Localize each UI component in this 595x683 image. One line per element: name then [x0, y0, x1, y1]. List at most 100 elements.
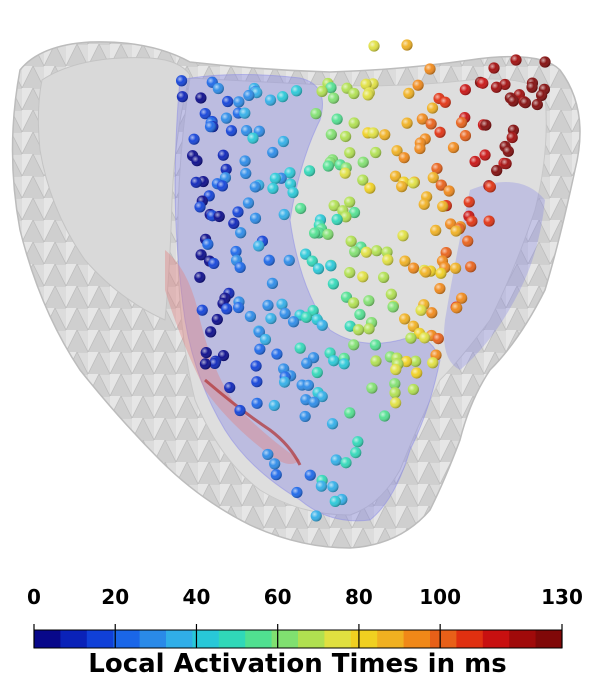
colorbar-segment — [324, 630, 352, 648]
activation-point — [370, 355, 382, 367]
activation-point — [325, 260, 337, 272]
activation-point — [451, 302, 463, 314]
activation-point — [232, 206, 244, 218]
activation-point — [220, 112, 233, 124]
colorbar-tick-label: 0 — [27, 585, 41, 609]
activation-point — [348, 87, 360, 100]
activation-point — [211, 313, 223, 326]
activation-point — [397, 230, 409, 242]
activation-point — [526, 81, 538, 93]
activation-point — [253, 240, 265, 252]
heart-mesh-render — [11, 39, 581, 549]
activation-point — [233, 96, 245, 108]
activation-point — [328, 200, 340, 212]
activation-point — [344, 147, 356, 159]
activation-point — [385, 288, 397, 300]
activation-point — [510, 54, 522, 66]
activation-point — [435, 267, 447, 279]
activation-point — [190, 176, 202, 188]
activation-point — [344, 196, 356, 208]
activation-point — [291, 486, 303, 499]
activation-point — [363, 295, 375, 307]
activation-point — [405, 332, 417, 344]
activation-point — [287, 186, 299, 199]
activation-point — [426, 307, 438, 319]
activation-point — [350, 447, 362, 459]
activation-point — [399, 313, 411, 325]
activation-point — [499, 78, 511, 91]
activation-point — [327, 278, 339, 290]
activation-point — [354, 308, 366, 321]
activation-point — [490, 81, 503, 93]
activation-point — [309, 227, 321, 239]
activation-point — [348, 206, 361, 219]
activation-point — [216, 180, 229, 192]
activation-point — [249, 212, 262, 224]
left-chamber-surface — [37, 57, 191, 321]
activation-point — [407, 262, 420, 274]
activation-point — [378, 271, 390, 283]
activation-point — [462, 235, 474, 247]
activation-point — [230, 245, 242, 258]
colorbar-segment — [166, 630, 193, 648]
activation-point — [311, 366, 323, 379]
activation-point — [389, 378, 401, 390]
activation-point — [439, 96, 451, 108]
activation-point — [235, 227, 247, 239]
activation-point — [264, 94, 277, 106]
activation-point — [240, 124, 253, 137]
activation-point — [507, 95, 519, 107]
activation-point — [331, 113, 343, 125]
activation-point — [371, 245, 383, 257]
activation-point — [316, 390, 328, 403]
activation-point — [348, 117, 360, 129]
activation-point — [488, 62, 500, 74]
colorbar-segment — [298, 630, 325, 648]
activation-point — [232, 301, 245, 314]
activation-point — [316, 85, 328, 97]
scar-overlay-region — [165, 250, 300, 464]
activation-point — [251, 397, 263, 409]
activation-point — [308, 396, 320, 408]
activation-point — [262, 299, 274, 311]
colorbar-tick-label: 100 — [419, 585, 462, 609]
activation-point — [208, 257, 220, 270]
activation-point — [378, 410, 391, 422]
colorbar-segment — [271, 630, 299, 648]
colorbar-segment — [403, 630, 431, 648]
activation-point — [477, 77, 489, 89]
activation-point — [304, 469, 316, 481]
activation-point — [465, 261, 477, 273]
activation-point — [244, 310, 257, 323]
activation-point — [329, 495, 341, 507]
activation-point — [191, 155, 203, 167]
activation-point — [345, 235, 357, 247]
colorbar-segment — [535, 630, 563, 648]
colorbar: 0 20 40 60 80 100 130 Local Activation Times i… — [0, 585, 595, 683]
activation-point — [209, 357, 221, 370]
activation-point — [330, 454, 342, 466]
activation-point — [325, 128, 337, 141]
activation-point — [344, 266, 356, 279]
activation-point — [362, 89, 374, 101]
activation-point — [249, 181, 261, 193]
activation-point — [479, 149, 491, 161]
activation-point — [424, 63, 436, 75]
activation-point — [483, 215, 495, 227]
activation-point — [431, 162, 443, 175]
activation-point — [463, 196, 475, 208]
activation-point — [254, 343, 266, 355]
activation-point — [443, 185, 455, 197]
activation-point — [415, 304, 427, 316]
activation-point — [263, 254, 275, 266]
activation-point — [299, 410, 311, 423]
activation-overlay-region-right — [444, 182, 545, 370]
activation-point — [348, 339, 360, 351]
activation-point — [459, 130, 472, 142]
activation-point — [419, 332, 431, 344]
activation-point — [234, 404, 246, 417]
activation-point — [447, 141, 460, 154]
activation-point — [339, 130, 352, 143]
activation-point — [338, 358, 350, 370]
activation-point — [322, 160, 334, 172]
